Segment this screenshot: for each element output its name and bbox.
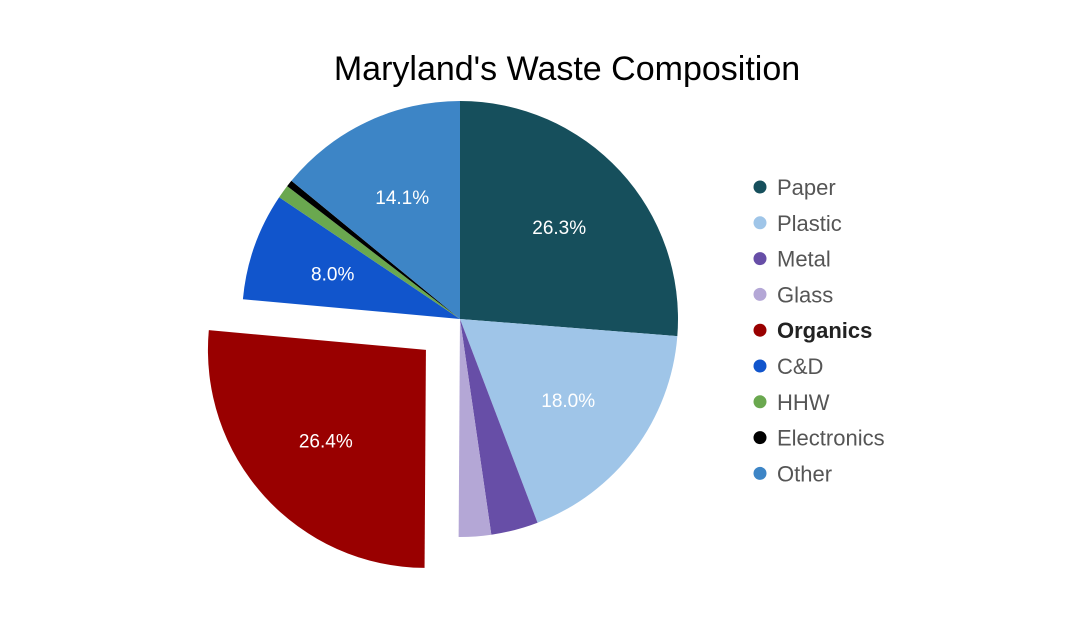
legend-marker-plastic (753, 216, 767, 230)
legend-marker-hhw (753, 395, 767, 409)
legend-label-other: Other (777, 461, 832, 486)
legend-item-paper[interactable]: Paper (753, 175, 836, 200)
pie-slice-electronics[interactable] (287, 180, 460, 319)
pie-slice-glass[interactable] (458, 319, 492, 538)
legend-label-candd: C&D (777, 354, 823, 379)
pie-slice-other[interactable] (291, 100, 460, 319)
slice-label-other: 14.1% (375, 188, 429, 209)
slice-label-candd: 8.0% (311, 265, 354, 286)
legend-label-metal: Metal (777, 247, 831, 272)
legend-marker-metal (753, 252, 767, 266)
pie-slice-metal[interactable] (460, 319, 538, 535)
legend-marker-glass (753, 287, 767, 301)
pie-slice-paper[interactable] (460, 101, 678, 337)
legend-label-organics: Organics (777, 318, 872, 343)
legend-label-hhw: HHW (777, 390, 830, 415)
legend-item-organics[interactable]: Organics (753, 318, 873, 343)
slice-label-plastic: 18.0% (541, 391, 595, 412)
pie-slice-hhw[interactable] (279, 186, 460, 319)
legend-label-plastic: Plastic (777, 211, 842, 236)
pie-slice-candd[interactable] (242, 197, 460, 319)
slice-label-organics: 26.4% (299, 432, 353, 453)
slice-label-paper: 26.3% (532, 218, 586, 239)
pie-slice-plastic[interactable] (460, 319, 678, 523)
legend-item-glass[interactable]: Glass (753, 282, 834, 307)
legend-item-other[interactable]: Other (753, 461, 833, 486)
legend-marker-other (753, 466, 767, 480)
legend-marker-paper (753, 180, 767, 194)
pie-slices (207, 100, 678, 568)
legend-label-glass: Glass (777, 282, 833, 307)
pie-slice-organics[interactable] (207, 330, 426, 568)
legend-marker-organics (753, 323, 767, 337)
legend: Paper Plastic Metal Glass Organics C&D HHW Elec… (753, 175, 885, 486)
legend-marker-candd (753, 359, 767, 373)
legend-item-plastic[interactable]: Plastic (753, 211, 842, 236)
legend-label-electronics: Electronics (777, 426, 885, 451)
pie-slice-labels: 26.3% 18.0% 26.4% 8.0% 14.1% (299, 188, 595, 453)
legend-item-hhw[interactable]: HHW (753, 390, 830, 415)
chart-title: Maryland's Waste Composition (334, 50, 800, 88)
legend-label-paper: Paper (777, 175, 836, 200)
legend-item-metal[interactable]: Metal (753, 247, 831, 272)
legend-marker-electronics (753, 431, 767, 445)
legend-item-candd[interactable]: C&D (753, 354, 824, 379)
legend-item-electronics[interactable]: Electronics (753, 426, 885, 451)
